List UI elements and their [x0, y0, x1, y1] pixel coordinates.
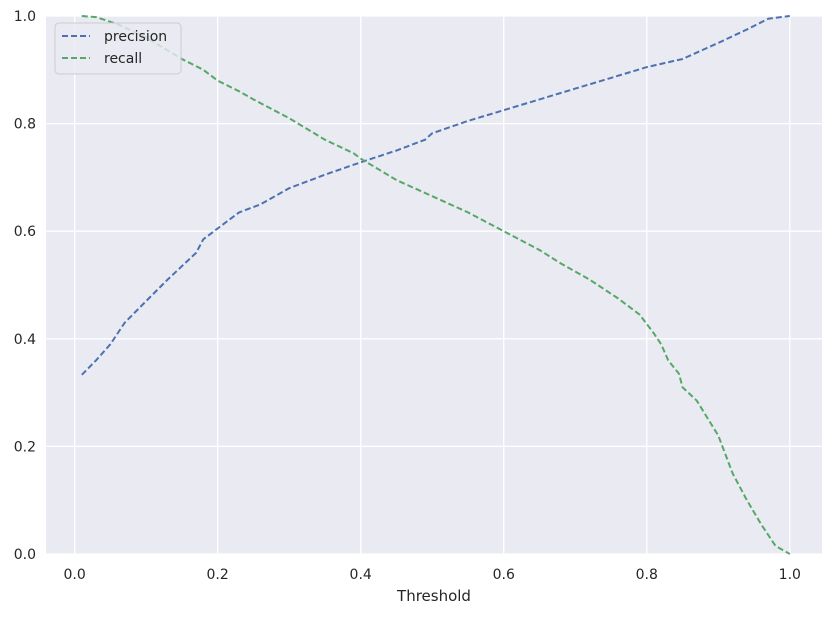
x-tick-label: 0.6 — [493, 567, 515, 583]
x-tick-labels: 0.0 0.2 0.4 0.6 0.8 1.0 — [63, 567, 800, 583]
x-tick-label: 1.0 — [779, 567, 801, 583]
legend-label-precision: precision — [104, 29, 167, 45]
y-tick-label: 0.2 — [14, 439, 36, 455]
series-line-recall — [81, 15, 791, 555]
y-tick-labels: 0.0 0.2 0.4 0.6 0.8 1.0 — [14, 9, 36, 563]
y-tick-label: 0.4 — [14, 332, 36, 348]
grid-lines — [46, 15, 822, 555]
plot-area-background — [46, 16, 822, 554]
x-tick-label: 0.0 — [63, 567, 85, 583]
legend-box — [54, 22, 182, 75]
y-tick-label: 0.8 — [14, 117, 36, 133]
x-tick-label: 0.2 — [207, 567, 229, 583]
y-tick-label: 0.0 — [14, 547, 36, 563]
y-tick-label: 1.0 — [14, 9, 36, 25]
x-tick-label: 0.8 — [636, 567, 658, 583]
x-tick-label: 0.4 — [350, 567, 372, 583]
series-lines — [81, 15, 791, 555]
legend-label-recall: recall — [104, 51, 142, 67]
series-line-precision — [81, 15, 790, 376]
legend: precision recall — [54, 22, 182, 75]
y-tick-label: 0.6 — [14, 224, 36, 240]
x-axis-label: Threshold — [396, 587, 471, 605]
